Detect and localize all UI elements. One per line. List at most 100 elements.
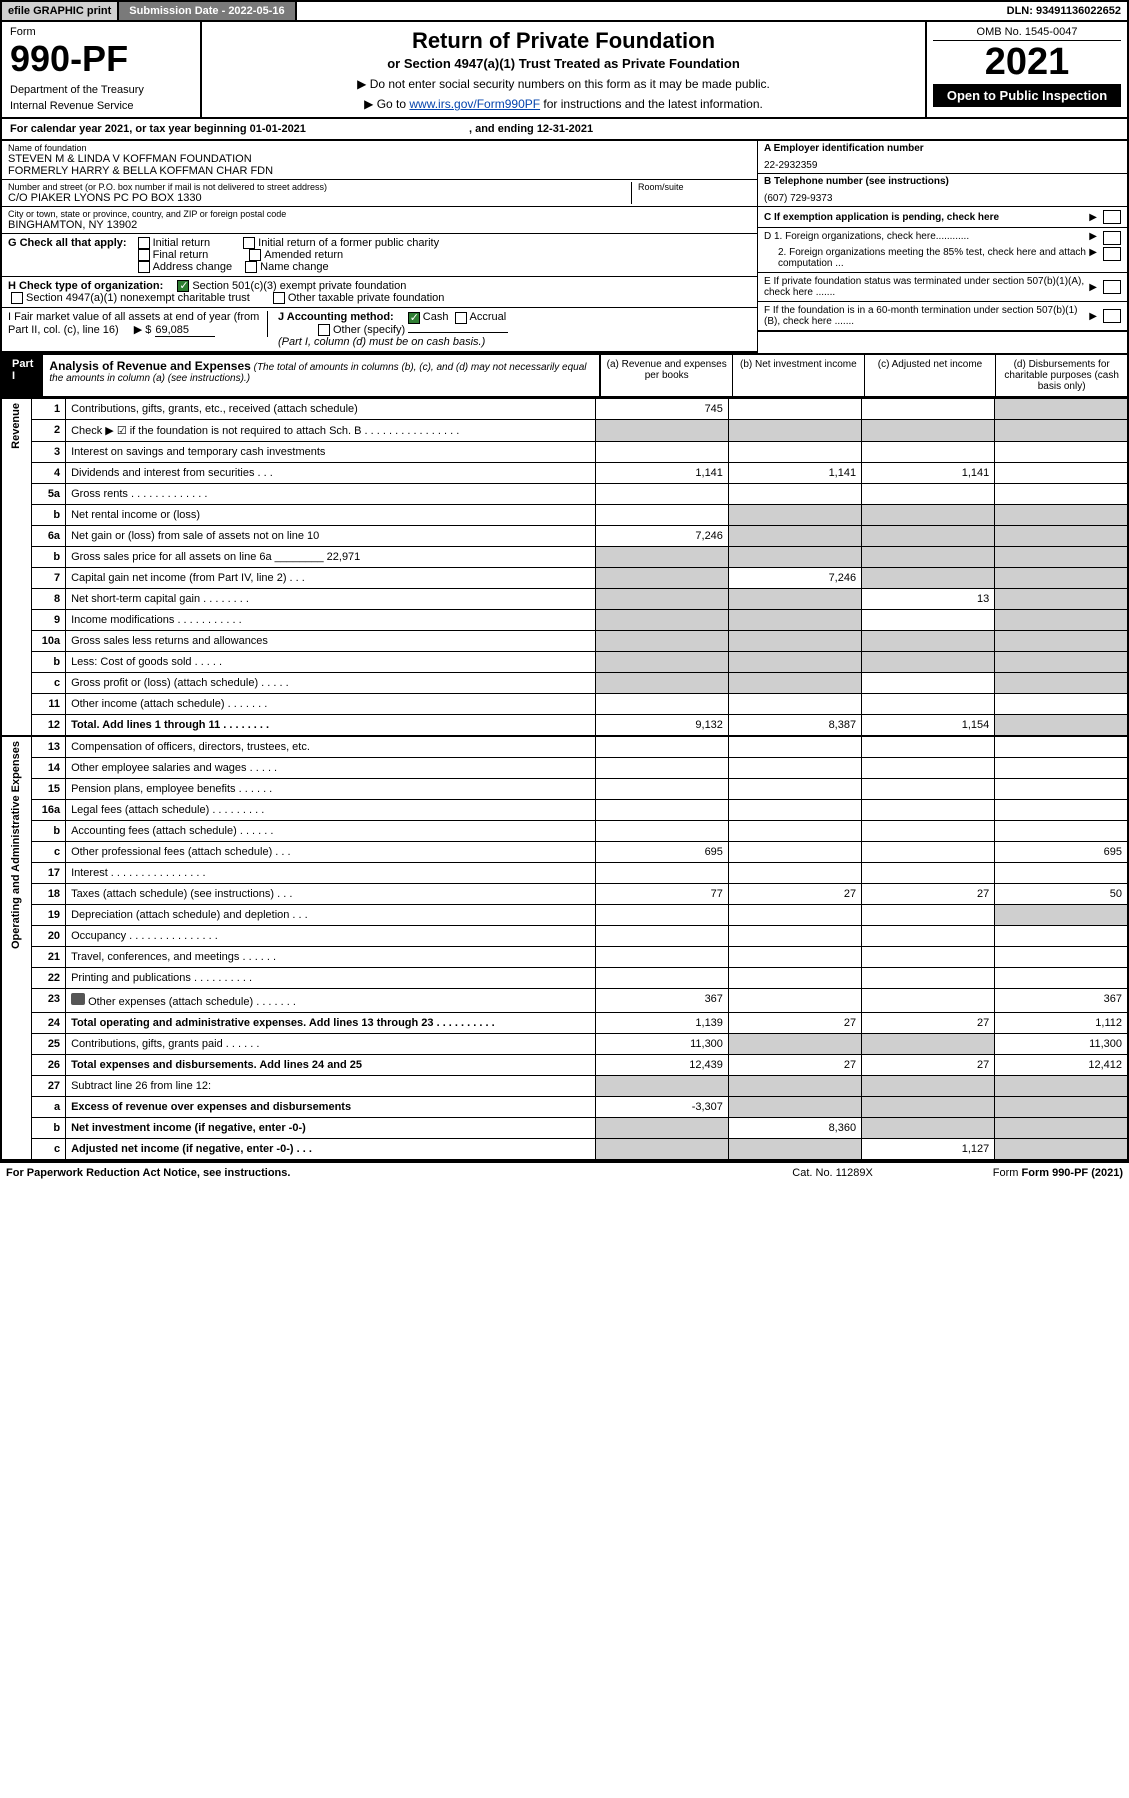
irs-link[interactable]: www.irs.gov/Form990PF xyxy=(409,97,540,111)
cell-b xyxy=(728,546,861,567)
city-value: BINGHAMTON, NY 13902 xyxy=(8,219,751,231)
col-b-hdr: (b) Net investment income xyxy=(732,355,864,396)
cell-c xyxy=(862,630,995,651)
chk-other[interactable] xyxy=(318,324,330,336)
chk-cash[interactable] xyxy=(408,312,420,324)
cell-a xyxy=(595,799,728,820)
chk-d2[interactable] xyxy=(1103,247,1121,261)
chk-f[interactable] xyxy=(1103,309,1121,323)
line-label: Legal fees (attach schedule) . . . . . .… xyxy=(71,804,264,816)
chk-name-change[interactable] xyxy=(245,261,257,273)
cell-c xyxy=(862,441,995,462)
cell-c xyxy=(862,546,995,567)
side-label: Revenue xyxy=(1,398,31,735)
cell-c xyxy=(862,1075,995,1096)
chk-other-taxable[interactable] xyxy=(273,292,285,304)
line-num: 2 xyxy=(31,419,65,441)
item-d1: D 1. Foreign organizations, check here..… xyxy=(764,231,1089,245)
cell-b xyxy=(728,925,861,946)
cell-b xyxy=(728,1075,861,1096)
line-label: Gross rents . . . . . . . . . . . . . xyxy=(71,488,207,500)
line-label: Other expenses (attach schedule) . . . .… xyxy=(88,996,296,1008)
item-e: E If private foundation status was termi… xyxy=(764,276,1089,298)
chk-e[interactable] xyxy=(1103,280,1121,294)
line-label: Travel, conferences, and meetings . . . … xyxy=(71,951,276,963)
chk-initial-return[interactable] xyxy=(138,237,150,249)
line-label: Gross profit or (loss) (attach schedule)… xyxy=(71,677,289,689)
submission-date: Submission Date - 2022-05-16 xyxy=(119,2,296,20)
cell-c xyxy=(862,904,995,925)
chk-initial-former[interactable] xyxy=(243,237,255,249)
col-d-hdr: (d) Disbursements for charitable purpose… xyxy=(995,355,1127,396)
item-d2: 2. Foreign organizations meeting the 85%… xyxy=(764,247,1089,269)
cell-d xyxy=(995,757,1128,778)
cell-c: 1,127 xyxy=(862,1138,995,1160)
line-num: 6a xyxy=(31,525,65,546)
chk-accrual[interactable] xyxy=(455,312,467,324)
section-g: G Check all that apply: Initial return I… xyxy=(2,234,757,277)
line-num: b xyxy=(31,546,65,567)
line-label: Interest on savings and temporary cash i… xyxy=(71,446,325,458)
chk-c[interactable] xyxy=(1103,210,1121,224)
cell-a: 367 xyxy=(595,988,728,1012)
line-label: Net gain or (loss) from sale of assets n… xyxy=(71,530,319,542)
cell-a: 1,141 xyxy=(595,462,728,483)
cell-b xyxy=(728,778,861,799)
chk-amended[interactable] xyxy=(249,249,261,261)
foundation-name-1: STEVEN M & LINDA V KOFFMAN FOUNDATION xyxy=(8,153,751,165)
cell-d xyxy=(995,1138,1128,1160)
cell-c: 27 xyxy=(862,1012,995,1033)
line-label: Total. Add lines 1 through 11 . . . . . … xyxy=(71,719,269,731)
cell-d xyxy=(995,693,1128,714)
line-label: Other employee salaries and wages . . . … xyxy=(71,762,277,774)
cell-a: 695 xyxy=(595,841,728,862)
side-label: Operating and Administrative Expenses xyxy=(1,736,31,1160)
line-label: Occupancy . . . . . . . . . . . . . . . xyxy=(71,930,218,942)
line-label: Contributions, gifts, grants, etc., rece… xyxy=(71,403,358,415)
cell-c xyxy=(862,483,995,504)
line-num: 10a xyxy=(31,630,65,651)
cell-c xyxy=(862,820,995,841)
attachment-icon[interactable] xyxy=(71,993,85,1005)
cell-d xyxy=(995,398,1128,419)
cell-d xyxy=(995,967,1128,988)
address-value: C/O PIAKER LYONS PC PO BOX 1330 xyxy=(8,192,631,204)
chk-4947a1[interactable] xyxy=(11,292,23,304)
line-label: Less: Cost of goods sold . . . . . xyxy=(71,656,222,668)
cell-c: 1,154 xyxy=(862,714,995,735)
cell-b xyxy=(728,651,861,672)
form-number: 990-PF xyxy=(10,38,192,80)
line-num: b xyxy=(31,1117,65,1138)
cell-c xyxy=(862,841,995,862)
line-label: Total expenses and disbursements. Add li… xyxy=(71,1059,362,1071)
chk-final-return[interactable] xyxy=(138,249,150,261)
cell-b xyxy=(728,841,861,862)
chk-d1[interactable] xyxy=(1103,231,1121,245)
cell-b: 7,246 xyxy=(728,567,861,588)
chk-address-change[interactable] xyxy=(138,261,150,273)
cell-a: 1,139 xyxy=(595,1012,728,1033)
cat-no: Cat. No. 11289X xyxy=(792,1167,873,1179)
cell-a xyxy=(595,693,728,714)
chk-501c3[interactable] xyxy=(177,280,189,292)
cell-d xyxy=(995,609,1128,630)
fmv-value: 69,085 xyxy=(155,324,215,337)
cell-b xyxy=(728,1138,861,1160)
cell-b xyxy=(728,441,861,462)
cell-a: 12,439 xyxy=(595,1054,728,1075)
line-num: 13 xyxy=(31,736,65,757)
cell-b xyxy=(728,799,861,820)
cell-c xyxy=(862,398,995,419)
dln: DLN: 93491136022652 xyxy=(1001,2,1127,20)
efile-badge[interactable]: efile GRAPHIC print xyxy=(2,2,119,20)
line-label: Printing and publications . . . . . . . … xyxy=(71,972,252,984)
cell-c: 27 xyxy=(862,883,995,904)
cell-d xyxy=(995,567,1128,588)
cell-a xyxy=(595,630,728,651)
room-label: Room/suite xyxy=(638,182,751,192)
cell-c xyxy=(862,967,995,988)
line-num: 16a xyxy=(31,799,65,820)
cell-b xyxy=(728,1096,861,1117)
top-bar: efile GRAPHIC print Submission Date - 20… xyxy=(0,0,1129,22)
cell-a xyxy=(595,1138,728,1160)
